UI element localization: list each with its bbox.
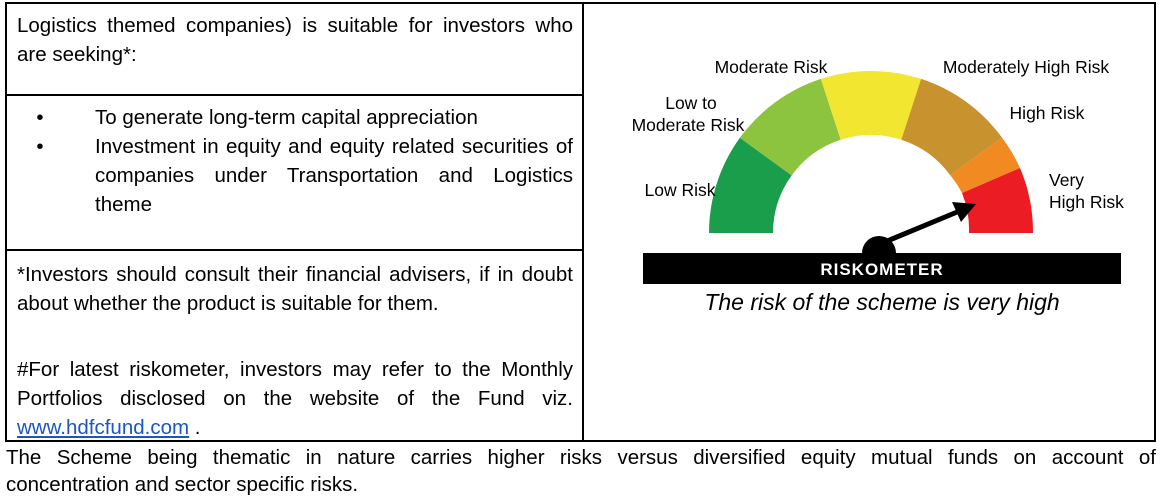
column-divider	[582, 4, 584, 440]
segment-very-high-risk	[962, 168, 1034, 233]
label-low-to-moderate-risk-line1: Low to	[665, 93, 717, 113]
row-divider	[7, 249, 582, 251]
riskometer-dial	[709, 70, 1034, 233]
label-low-risk: Low Risk	[645, 180, 716, 200]
segment-low-risk	[709, 137, 792, 233]
needle-icon	[879, 207, 963, 247]
objectives-list: • To generate long-term capital appreciat…	[35, 103, 573, 219]
row-divider	[7, 94, 582, 96]
needle-arrowhead-icon	[952, 202, 976, 222]
riskometer-banner-text: RISKOMETER	[820, 260, 943, 279]
label-very-high-risk-line1: Very	[1049, 170, 1084, 190]
thematic-risk-note: The Scheme being thematic in nature carr…	[6, 444, 1156, 498]
label-high-risk: High Risk	[1010, 103, 1085, 123]
segment-high-risk	[950, 137, 1020, 193]
disclaimer-text: *Investors should consult their financia…	[17, 263, 573, 315]
bullet-icon: •	[36, 106, 44, 129]
segment-low-to-moderate-risk	[739, 78, 841, 176]
intro-text: Logistics themed companies) is suitable …	[17, 14, 573, 66]
label-moderately-high-risk: Moderately High Risk	[943, 57, 1110, 77]
label-moderate-risk: Moderate Risk	[715, 57, 828, 77]
list-item: • To generate long-term capital appreciat…	[35, 103, 573, 132]
label-low-to-moderate-risk-line2: Moderate Risk	[632, 115, 745, 135]
latest-riskometer-note: #For latest riskometer, investors may re…	[17, 358, 573, 439]
objectives-cell: • To generate long-term capital appreciat…	[35, 103, 573, 219]
riskometer-caption: The risk of the scheme is very high	[704, 289, 1059, 315]
bullet-icon: •	[36, 135, 44, 158]
suitability-table: Logistics themed companies) is suitable …	[5, 2, 1156, 442]
segment-moderately-high-risk	[901, 78, 1003, 176]
riskometer-needle	[862, 202, 976, 253]
label-very-high-risk-line2: High Risk	[1049, 192, 1124, 212]
list-item: • Investment in equity and equity related…	[35, 132, 573, 219]
riskometer-graphic: Moderate Risk Moderately High Risk Low t…	[632, 57, 1125, 315]
thematic-risk-note-line2: concentration and sector specific risks.	[6, 473, 359, 496]
website-link[interactable]: www.hdfcfund.com	[17, 416, 190, 439]
riskometer-banner	[643, 253, 1121, 284]
segment-moderate-risk	[820, 70, 922, 140]
thematic-risk-note-line1: The Scheme being thematic in nature carr…	[6, 446, 1156, 469]
